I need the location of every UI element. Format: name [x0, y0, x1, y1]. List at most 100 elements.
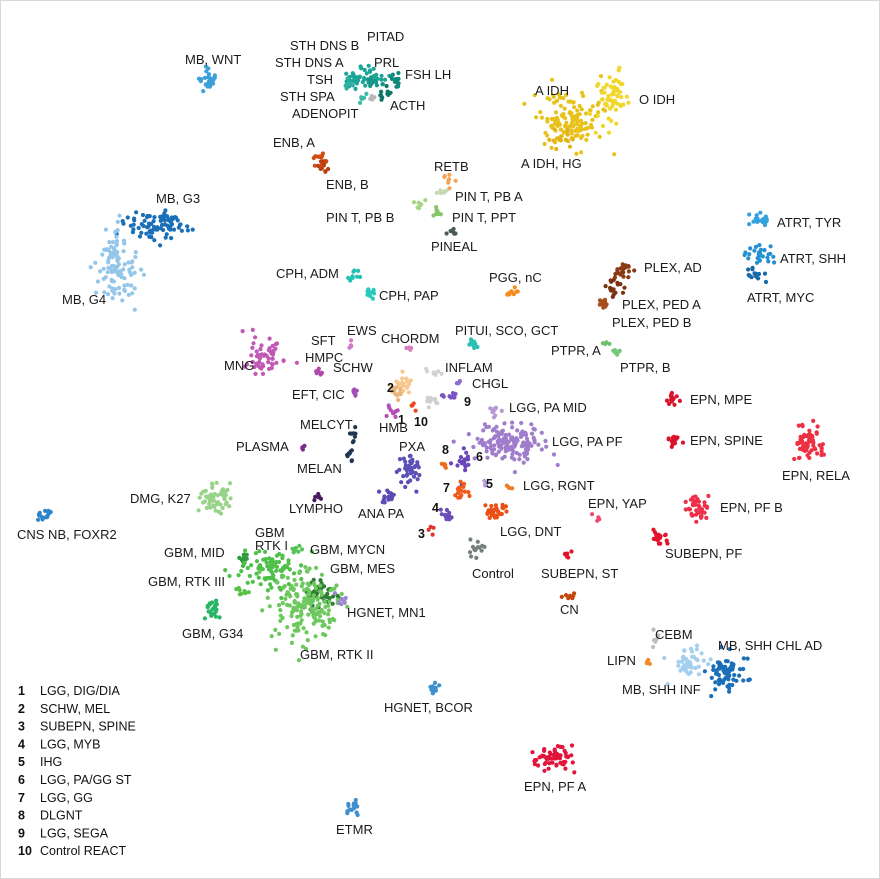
data-point [521, 460, 526, 465]
data-point [512, 439, 517, 444]
data-point [265, 564, 270, 569]
data-point [817, 443, 822, 448]
data-point [358, 100, 363, 105]
data-point [250, 359, 255, 365]
cluster-eft-cic [351, 387, 359, 398]
data-point [620, 262, 625, 267]
data-point [557, 94, 562, 100]
data-point [359, 96, 364, 101]
data-point [604, 82, 609, 87]
data-point [274, 580, 279, 585]
data-point [573, 133, 578, 139]
data-point [396, 70, 401, 76]
data-point [447, 186, 452, 191]
data-point [455, 463, 460, 468]
data-point [366, 63, 371, 68]
cluster-label: GBM, MID [164, 545, 225, 560]
data-point [711, 667, 716, 673]
data-point [489, 507, 494, 513]
data-point [716, 666, 722, 671]
data-point [253, 551, 258, 556]
data-point [240, 329, 245, 334]
cluster-lgg-rgnt [504, 483, 515, 491]
data-point [597, 517, 602, 522]
data-point [713, 680, 718, 685]
data-point [571, 124, 576, 129]
data-point [549, 756, 554, 761]
data-point [583, 121, 588, 126]
data-point [504, 483, 509, 488]
data-point [484, 445, 489, 450]
data-point [316, 163, 321, 168]
data-point [256, 575, 261, 580]
data-point [242, 560, 247, 565]
data-point [452, 395, 457, 400]
data-point [142, 218, 147, 223]
data-point [259, 343, 264, 348]
legend-label: LGG, SEGA [40, 826, 109, 840]
data-point [211, 503, 216, 508]
data-point [220, 505, 225, 511]
cluster-label: PTPR, B [620, 360, 671, 375]
data-point [819, 449, 824, 454]
data-point [277, 603, 282, 608]
cluster-label: PIN T, PB A [455, 189, 523, 204]
data-point [327, 596, 332, 601]
data-point [467, 550, 473, 555]
data-point [114, 239, 119, 244]
data-point [349, 458, 354, 463]
cluster-label: RTK I [255, 538, 288, 553]
legend-number: 3 [18, 720, 25, 734]
data-point [672, 441, 678, 446]
cluster-lgg-dig-dia [409, 401, 418, 413]
data-point [678, 668, 683, 673]
data-point [656, 633, 661, 638]
data-point [254, 361, 259, 366]
data-point [693, 512, 699, 517]
data-point [493, 434, 498, 439]
data-point [694, 519, 699, 524]
data-point [121, 267, 126, 272]
data-point [130, 259, 135, 264]
data-point [720, 680, 726, 686]
data-point [493, 406, 498, 411]
data-point [603, 101, 608, 106]
data-point [379, 73, 384, 78]
data-point [570, 760, 575, 765]
data-point [522, 101, 527, 106]
data-point [158, 243, 163, 248]
data-point [264, 560, 269, 565]
cluster-ptpr-a [600, 340, 612, 347]
data-point [326, 608, 331, 613]
cluster-epn-pf-a [530, 743, 577, 775]
data-point [608, 106, 613, 111]
data-point [339, 591, 344, 597]
data-point [353, 801, 358, 806]
cluster-cph-adm [346, 268, 363, 283]
data-point [620, 290, 626, 295]
data-point [201, 489, 206, 494]
data-point [304, 630, 309, 635]
data-point [385, 488, 390, 493]
data-point [363, 83, 368, 88]
data-point [227, 573, 232, 579]
data-point [398, 392, 403, 397]
data-point [108, 253, 113, 258]
data-point [721, 668, 726, 673]
data-point [536, 763, 541, 768]
data-point [352, 268, 357, 273]
data-point [509, 420, 515, 425]
cluster-atrt-tyr [747, 210, 769, 228]
data-point [745, 656, 750, 661]
data-point [121, 238, 126, 243]
data-point [387, 405, 392, 410]
data-point [250, 327, 255, 332]
data-point [490, 512, 495, 517]
data-point [349, 344, 354, 349]
data-point [480, 443, 486, 448]
number-marker: 9 [464, 395, 471, 409]
data-point [326, 612, 331, 617]
data-point [320, 153, 325, 159]
cluster-acth [378, 83, 393, 102]
cluster-label: EPN, SPINE [690, 433, 763, 448]
